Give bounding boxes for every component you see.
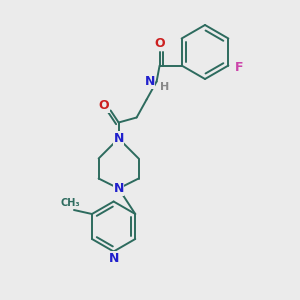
Text: N: N bbox=[113, 182, 124, 195]
Text: N: N bbox=[113, 132, 124, 145]
Text: N: N bbox=[108, 252, 119, 265]
Text: F: F bbox=[235, 61, 244, 74]
Text: O: O bbox=[98, 99, 109, 112]
Text: N: N bbox=[144, 75, 155, 88]
Text: O: O bbox=[154, 37, 165, 50]
Text: H: H bbox=[160, 82, 169, 92]
Text: CH₃: CH₃ bbox=[60, 198, 80, 208]
